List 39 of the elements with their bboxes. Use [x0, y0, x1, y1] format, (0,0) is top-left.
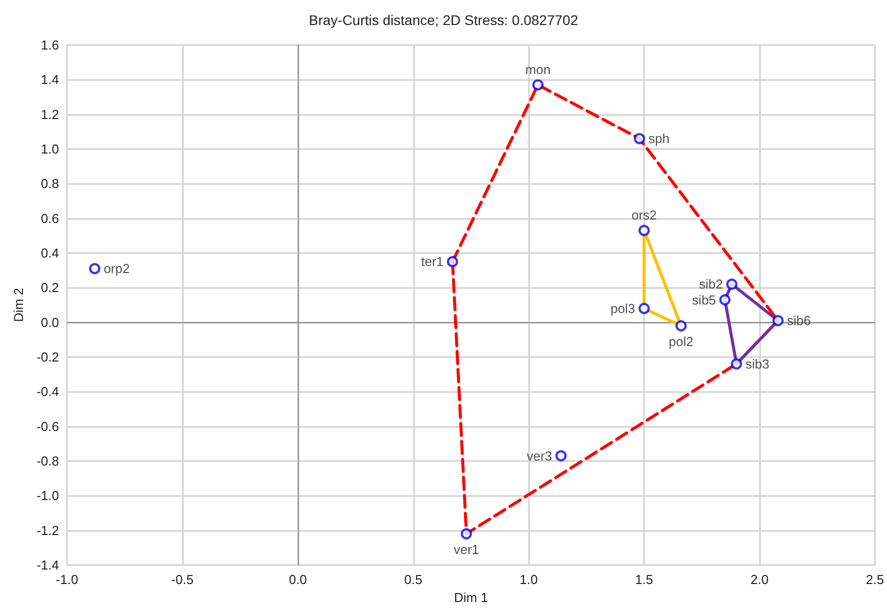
y-tick-label: 1.0	[40, 142, 59, 156]
y-tick-label: 0.6	[40, 210, 59, 226]
annotation: sib5	[692, 292, 716, 308]
annotation: ver3	[526, 448, 552, 464]
annotation: orp2	[104, 261, 130, 276]
y-tick-label: -1.2	[36, 522, 59, 538]
y-tick-label: -0.8	[36, 454, 59, 468]
annotation: ter1	[421, 254, 444, 270]
x-tick-label: 2.5	[866, 572, 884, 587]
x-tick-label: 1.0	[520, 572, 538, 587]
annotation: sib2	[698, 276, 723, 292]
x-tick-label: 0.0	[288, 572, 307, 587]
y-tick-label: 1.6	[40, 38, 59, 52]
x-tick-label: -1.0	[56, 572, 78, 587]
x-tick-label: -0.5	[171, 572, 194, 587]
annotation: pol3	[610, 300, 636, 316]
y-tick-label: 0.4	[40, 246, 59, 260]
annotation: pol2	[668, 334, 694, 349]
y-tick-label: 0.2	[40, 280, 59, 296]
y-tick-label: -1.4	[36, 558, 59, 572]
y-tick-label: 1.4	[40, 72, 59, 88]
annotation: ors2	[631, 207, 657, 222]
y-axis-title: Dim 2	[11, 288, 26, 322]
y-tick-label: -0.2	[36, 350, 59, 364]
y-tick-label: -0.4	[36, 384, 59, 400]
x-tick-label: 2.0	[750, 572, 769, 587]
y-tick-label: -1.0	[36, 488, 59, 504]
annotation: sib3	[745, 356, 770, 372]
y-tick-label: -0.6	[36, 418, 59, 434]
x-axis-title: Dim 1	[454, 590, 488, 605]
y-tick-label: 0.0	[40, 314, 59, 330]
x-tick-label: 0.5	[404, 572, 422, 587]
annotation: sph	[648, 131, 670, 146]
y-tick-label: 1.2	[40, 106, 59, 122]
annotation: mon	[525, 62, 551, 77]
chart-title: Bray-Curtis distance; 2D Stress: 0.0827702	[308, 12, 578, 28]
y-tick-label: 0.8	[40, 176, 59, 192]
annotation: ver1	[454, 542, 480, 557]
x-tick-label: 1.5	[635, 572, 654, 587]
